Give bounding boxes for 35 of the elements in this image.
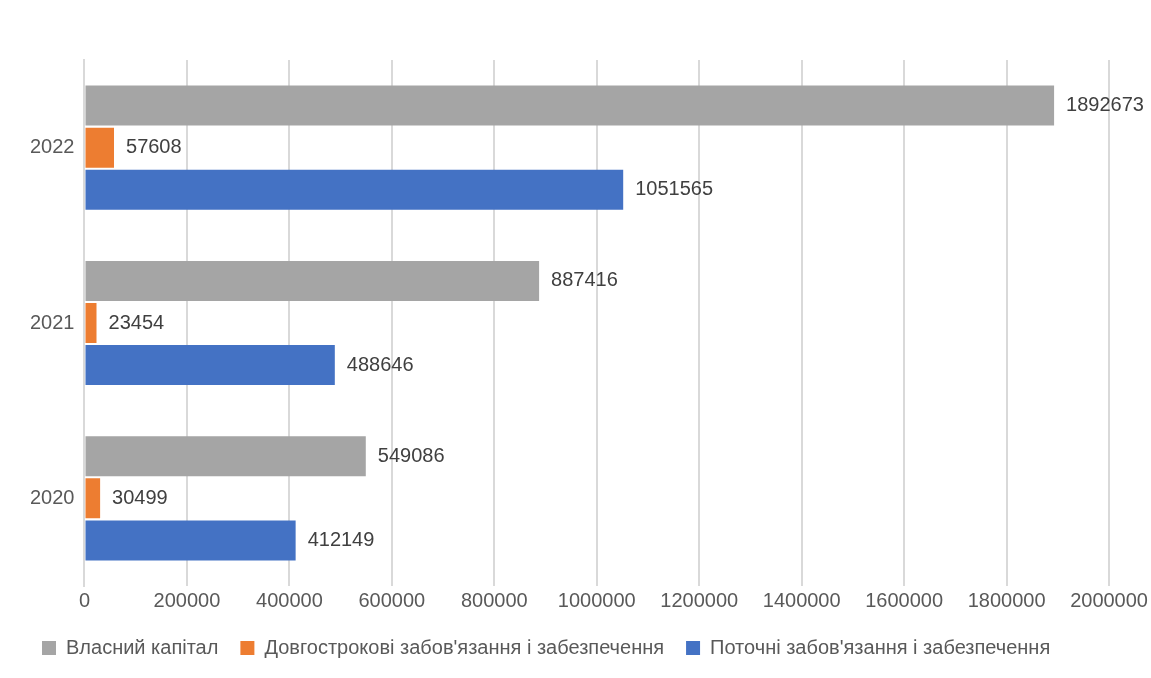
bar [85, 260, 540, 301]
data-label: 57608 [126, 135, 182, 158]
y-tick-label: 2022 [29, 135, 75, 158]
y-tick-label: 2021 [29, 310, 75, 333]
bar [85, 303, 97, 343]
x-tick-label: 1400000 [762, 588, 841, 611]
legend-label: Власний капітал [66, 635, 219, 658]
x-tick-label: 1800000 [967, 588, 1046, 611]
data-label: 887416 [551, 268, 618, 291]
bar [85, 345, 335, 386]
x-tick-label: 1000000 [557, 588, 636, 611]
bar [85, 436, 366, 477]
x-tick-label: 200000 [153, 588, 221, 611]
bar [85, 127, 114, 168]
data-label: 23454 [108, 310, 165, 333]
bar [85, 85, 1055, 126]
bar [85, 478, 101, 519]
data-label: 412149 [307, 527, 375, 550]
legend-label: Поточні забов'язання і забезпечення [710, 635, 1051, 658]
data-label: 1892673 [1066, 93, 1144, 116]
bar [85, 169, 624, 210]
data-label: 1051565 [635, 177, 714, 200]
x-tick-label: 600000 [358, 588, 426, 611]
bar [85, 520, 296, 561]
x-tick-label: 1200000 [660, 588, 739, 611]
x-tick-label: 800000 [460, 588, 528, 611]
x-tick-label: 1600000 [865, 588, 944, 611]
x-tick-label: 2000000 [1070, 588, 1149, 611]
data-label: 549086 [377, 443, 445, 466]
x-tick-label: 0 [78, 588, 91, 611]
x-tick-label: 400000 [256, 588, 323, 611]
data-label: 30499 [112, 485, 168, 508]
data-label: 488646 [346, 352, 414, 375]
y-tick-label: 2020 [29, 485, 75, 508]
legend-label: Довгострокові забов'язання і забезпечення [264, 635, 665, 658]
